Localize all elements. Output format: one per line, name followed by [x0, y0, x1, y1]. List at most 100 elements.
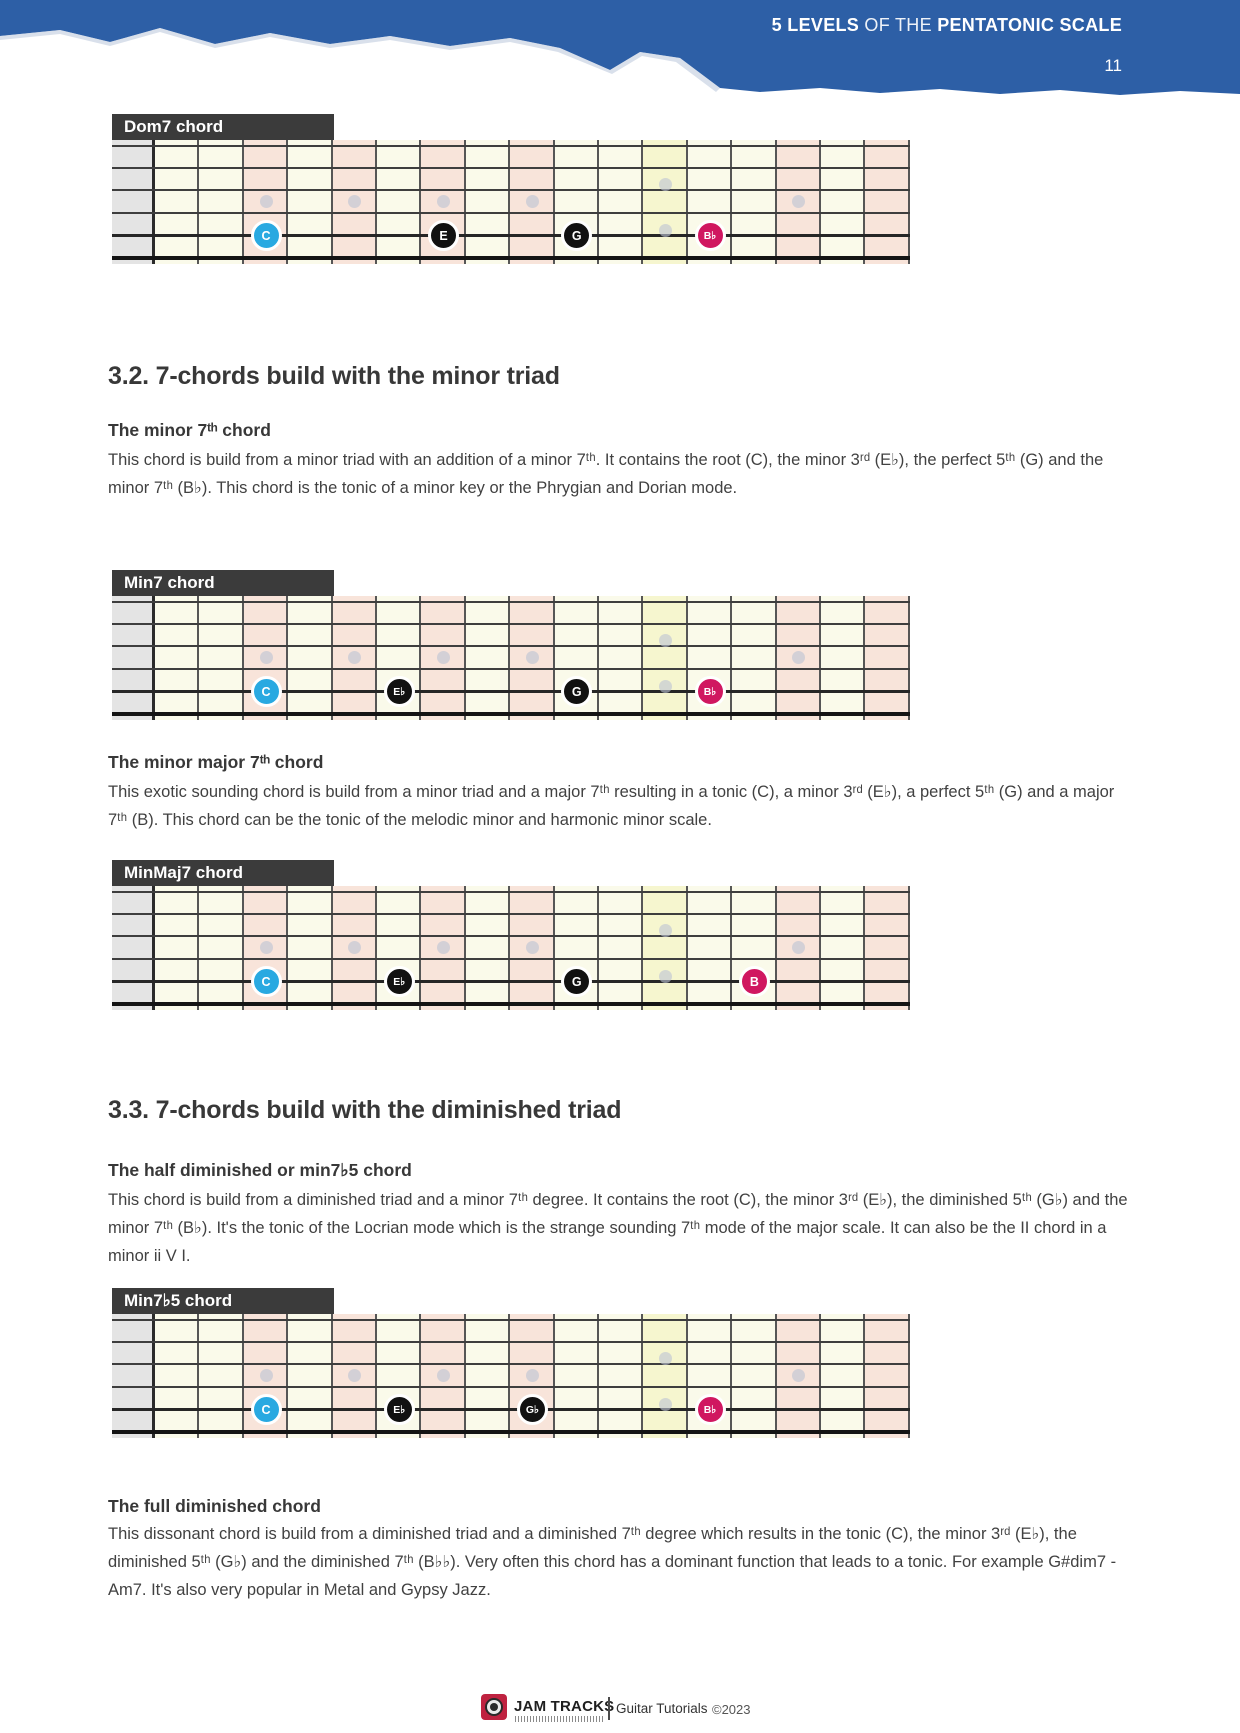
fret-box: [776, 886, 821, 1010]
chord-label-min7: Min7 chord: [112, 570, 334, 596]
section-heading-3-3: 3.3. 7-chords build with the diminished …: [108, 1096, 622, 1124]
note-badge-G: G: [561, 220, 593, 251]
page-title: 5 LEVELS OF THE PENTATONIC SCALE: [772, 15, 1122, 36]
note-badge-B: B: [738, 966, 770, 997]
string-line: [112, 958, 910, 960]
inlay-dot: [659, 1352, 673, 1365]
subheading-minmaj7: The minor major 7ᵗʰ chord: [108, 752, 324, 772]
inlay-dot: [525, 195, 539, 208]
string-line: [112, 891, 910, 893]
inlay-dot: [259, 1369, 273, 1382]
inlay-dot: [792, 651, 806, 664]
fret-box: [465, 886, 511, 1010]
inlay-dot: [659, 178, 673, 191]
subheading-fulldim: The full diminished chord: [108, 1496, 321, 1516]
fret-box: [821, 596, 866, 720]
note-badge-Bb: B♭: [694, 220, 726, 251]
note-badge-C: C: [250, 220, 282, 251]
fret-box: [288, 1314, 333, 1438]
brand-logo: [481, 1694, 507, 1720]
inlay-dot: [437, 1369, 451, 1382]
fretboard-min7b5: C E♭ G♭ B♭: [112, 1314, 910, 1438]
fret-box: [643, 886, 688, 1010]
fret-box: [288, 596, 333, 720]
fret-box: [199, 596, 244, 720]
inlay-dot: [259, 651, 273, 664]
fret-box: [821, 140, 866, 264]
string-line: [112, 1363, 910, 1365]
chord-label-min7b5: Min7♭5 chord: [112, 1288, 334, 1314]
fretboard-min7: C E♭ G B♭: [112, 596, 910, 720]
inlay-dot: [659, 970, 673, 983]
fret-box: [643, 1314, 688, 1438]
note-badge-C: C: [250, 676, 282, 707]
string-line: [112, 256, 910, 260]
footer-divider: [608, 1697, 610, 1720]
inlay-dot: [659, 634, 673, 647]
page-number: 11: [1104, 56, 1122, 75]
fretboard-dom7: C E G B♭: [112, 140, 910, 264]
fretboard-minmaj7: C E♭ G B: [112, 886, 910, 1010]
string-line: [112, 668, 910, 670]
fret-box: [599, 596, 644, 720]
fret-box: [465, 140, 511, 264]
fret-box: [821, 886, 866, 1010]
note-badge-C: C: [250, 1394, 282, 1425]
inlay-dot: [437, 941, 451, 954]
string-line: [112, 1408, 910, 1411]
note-badge-Eb: E♭: [383, 966, 415, 997]
note-badge-G: G: [561, 966, 593, 997]
fret-box: [865, 596, 910, 720]
fret-box: [599, 886, 644, 1010]
fret-box: [732, 140, 777, 264]
fret-box: [554, 1314, 599, 1438]
subheading-minor7: The minor 7ᵗʰ chord: [108, 420, 271, 440]
fret-box: [155, 140, 200, 264]
note-badge-Gb: G♭: [516, 1394, 548, 1425]
fret-box: [643, 596, 688, 720]
fret-box: [199, 1314, 244, 1438]
inlay-dot: [348, 651, 362, 664]
inlay-dot: [437, 651, 451, 664]
fret-box: [288, 886, 333, 1010]
inlay-dot: [259, 941, 273, 954]
inlay-dot: [348, 1369, 362, 1382]
footer-waveform: [515, 1716, 603, 1722]
fret-box: [776, 596, 821, 720]
title-part-bold: 5 LEVELS: [771, 15, 865, 35]
fret-box: [732, 596, 777, 720]
string-line: [112, 145, 910, 147]
fret-box: [199, 886, 244, 1010]
inlay-dot: [792, 941, 806, 954]
fret-box: [732, 1314, 777, 1438]
string-line: [112, 645, 910, 647]
string-line: [112, 234, 910, 237]
fret-box: [865, 1314, 910, 1438]
inlay-dot: [525, 651, 539, 664]
inlay-dot: [437, 195, 451, 208]
fret-box: [155, 596, 200, 720]
title-part-bold: PENTATONIC SCALE: [937, 15, 1122, 35]
fret-box: [865, 140, 910, 264]
string-line: [112, 601, 910, 603]
note-badge-Eb: E♭: [383, 1394, 415, 1425]
fret-box: [155, 886, 200, 1010]
fret-box: [377, 140, 422, 264]
fret-box: [465, 596, 511, 720]
paragraph-fulldim: This dissonant chord is build from a dim…: [108, 1525, 1117, 1599]
string-line: [112, 935, 910, 937]
inlay-dot: [659, 680, 673, 693]
chord-label-dom7: Dom7 chord: [112, 114, 334, 140]
string-line: [112, 167, 910, 169]
title-part-light: OF THE: [864, 15, 938, 35]
note-badge-C: C: [250, 966, 282, 997]
paragraph-minor7: This chord is build from a minor triad w…: [108, 451, 1104, 497]
inlay-dot: [792, 195, 806, 208]
fret-box: [643, 140, 688, 264]
fret-box: [599, 140, 644, 264]
string-line: [112, 623, 910, 625]
string-line: [112, 1002, 910, 1006]
footer-brand: JAM TRACKS: [514, 1698, 615, 1715]
string-line: [112, 690, 910, 693]
